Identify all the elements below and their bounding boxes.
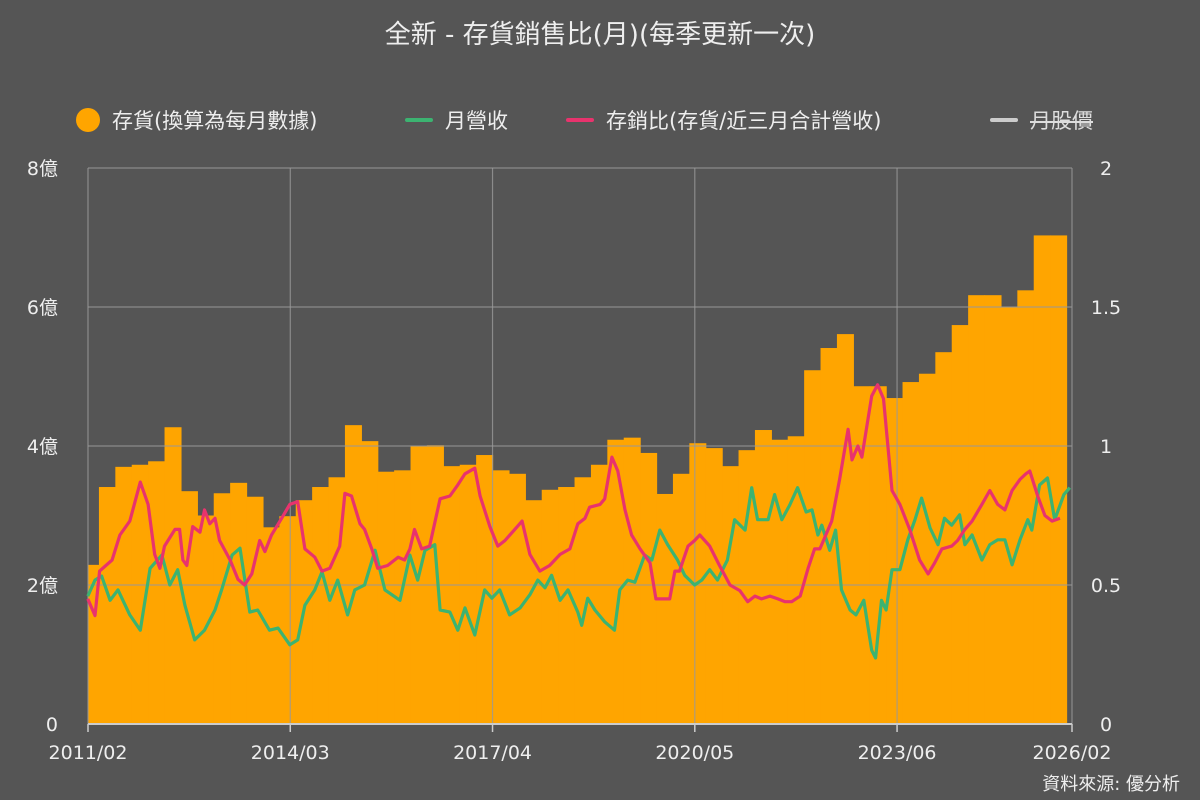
inventory-bar [590,464,608,724]
legend-item-ratio[interactable]: 存銷比(存貨/近三月合計營收) [566,106,881,134]
inventory-bar [574,477,592,724]
y-right-tick-label: 1.5 [1091,297,1121,319]
inventory-bar [148,461,166,724]
inventory-bar [230,482,248,724]
inventory-bar [262,527,280,724]
legend-item-inventory[interactable]: 存貨(換算為每月數據) [76,106,317,134]
y-left-tick-label: 0 [46,714,58,736]
inventory-bar [1017,290,1035,724]
circle-icon [76,108,100,132]
y-right-tick-label: 0 [1100,714,1112,736]
revenue-line [86,476,1072,660]
legend-item-revenue[interactable]: 月營收 [405,106,508,134]
inventory-bar [656,493,674,724]
inventory-bar [672,473,690,724]
inventory-bar [180,491,198,724]
y-left-tick-label: 8億 [27,158,58,180]
inventory-bar [312,487,330,724]
inventory-bar [377,471,395,724]
y-right-tick-label: 2 [1100,158,1112,180]
inventory-bar [88,564,100,724]
inventory-bar [115,466,133,724]
inventory-bar [459,464,477,724]
inventory-bar [361,441,379,724]
inventory-bar [197,515,215,724]
line-icon [405,118,433,122]
ratio-line [86,383,1061,618]
inventory-bar [558,487,576,724]
inventory-bar [98,487,116,724]
y-right-tick-label: 0.5 [1091,575,1121,597]
inventory-bar [820,348,838,724]
x-tick-label: 2020/05 [655,742,734,764]
inventory-bar [640,452,658,724]
legend-label: 月營收 [445,109,508,133]
inventory-bar [935,352,953,724]
inventory-bar [443,466,461,724]
inventory-bar [984,295,1002,724]
inventory-bar [394,470,412,724]
y-left-tick-label: 4億 [27,436,58,458]
inventory-bar [1000,307,1018,724]
x-tick-label: 2014/03 [251,742,330,764]
legend-item-price[interactable]: 月股價 [990,106,1093,134]
chart-title: 全新 - 存貨銷售比(月)(每季更新一次) [384,20,816,50]
x-tick-label: 2011/02 [49,742,128,764]
inventory-bar [968,295,986,724]
inventory-bar [279,516,297,724]
inventory-bar [869,386,887,724]
x-tick-label: 2017/04 [453,742,532,764]
x-tick-label: 2026/02 [1033,742,1112,764]
line-icon [990,118,1018,122]
inventory-bar [787,436,805,724]
inventory-bar [705,448,723,724]
inventory-bar [804,370,822,724]
inventory-bar [525,500,543,724]
inventory-bar [902,382,920,724]
legend-label: 存銷比(存貨/近三月合計營收) [606,109,882,133]
x-tick-label: 2023/06 [858,742,937,764]
legend-label: 存貨(換算為每月數據) [112,109,318,133]
inventory-bar [771,439,789,724]
inventory-bar [738,450,756,724]
inventory-bar [754,430,772,724]
y-left-tick-label: 2億 [27,575,58,597]
inventory-bar [131,464,149,724]
inventory-bar [836,334,854,724]
inventory-bar [1033,235,1051,725]
source-note: 資料來源: 優分析 [1042,774,1180,795]
legend-label: 月股價 [1030,109,1093,133]
line-icon [566,118,594,122]
inventory-bar [508,473,526,724]
y-right-tick-label: 1 [1100,436,1112,458]
inventory-bar [607,439,625,724]
inventory-bar [853,386,871,724]
inventory-bar [918,373,936,724]
inventory-bar [541,489,559,724]
inventory-bar [344,425,362,724]
inventory-bar [1050,235,1068,725]
y-left-tick-label: 6億 [27,297,58,319]
inventory-bar [722,466,740,724]
